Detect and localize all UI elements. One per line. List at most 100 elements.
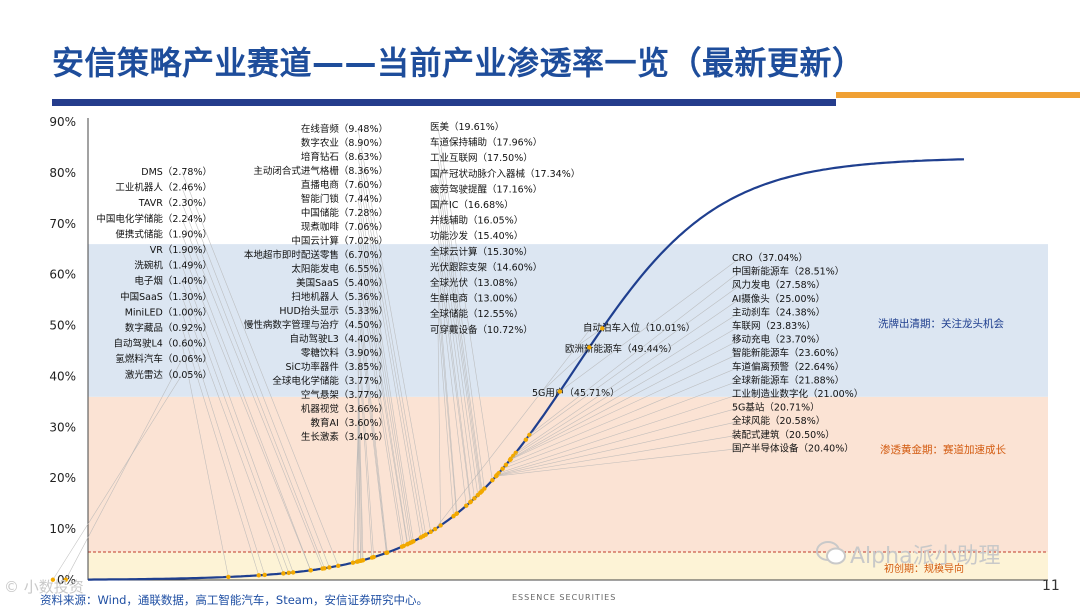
guide-line [437, 329, 441, 526]
guide-line [502, 380, 741, 469]
data-label: 车道保持辅助（17.96%） [430, 137, 542, 149]
guide-line [357, 394, 361, 561]
data-label: 直播电商（7.60%） [301, 179, 388, 191]
y-tick-label: 70% [49, 217, 76, 231]
data-label: 国产半导体设备（20.40%） [732, 442, 854, 454]
guide-line [181, 171, 339, 566]
guide-line [496, 448, 741, 477]
data-label: 零糖饮料（3.90%） [301, 347, 388, 359]
data-point [262, 572, 267, 578]
data-label: 空气悬架（3.77%） [301, 389, 388, 401]
zone-note: 初创期：规模导向 [884, 562, 964, 575]
guide-line [515, 298, 741, 454]
data-point [405, 542, 410, 547]
data-label: 车联网（23.83%） [732, 320, 816, 332]
guide-line [181, 296, 284, 574]
y-tick-label: 90% [49, 115, 76, 129]
data-label: 全球电化学储能（3.77%） [272, 375, 388, 387]
data-point [281, 571, 286, 576]
guide-line [513, 312, 741, 457]
guide-line [357, 352, 364, 561]
data-point [432, 526, 438, 532]
wechat-icon [816, 541, 846, 565]
data-label: 移动充电（23.70%） [732, 334, 825, 346]
data-label: 装配式建筑（20.50%） [732, 429, 835, 441]
data-label: 5G基站（20.71%） [732, 402, 820, 414]
data-point [451, 513, 456, 519]
y-tick-label: 50% [49, 319, 76, 333]
data-point [350, 560, 356, 565]
guide-line [437, 314, 454, 517]
zone-note: 渗透黄金期：赛道加速成长 [880, 443, 1006, 456]
data-point [557, 389, 563, 394]
data-point [286, 570, 291, 576]
guide-line [437, 142, 485, 489]
data-label: HUD抬头显示（5.33%） [279, 305, 388, 317]
guide-line [65, 359, 183, 580]
data-point [308, 568, 313, 573]
data-label: 疲劳驾驶提醒（17.16%） [430, 183, 542, 195]
guide-line [357, 282, 388, 553]
data-label: 激光雷达（0.05%） [125, 369, 212, 381]
slide-title: 安信策略产业赛道——当前产业渗透率一览（最新更新） [52, 44, 865, 82]
watermark-right-text: Alpha派小助理 [850, 544, 1001, 569]
data-point [226, 574, 231, 580]
data-label: 智能新能源车（23.60%） [732, 347, 844, 359]
zone-band-2 [88, 244, 1048, 397]
data-point [438, 523, 443, 528]
data-label: 并线辅助（16.05%） [430, 215, 523, 227]
data-label: 国产冠状动脉介入器械（17.34%） [430, 168, 580, 180]
data-point [63, 577, 68, 582]
guide-line [510, 339, 741, 460]
page-number: 11 [1042, 578, 1060, 594]
y-tick-label: 60% [49, 268, 76, 282]
y-tick-label: 20% [49, 471, 76, 485]
data-point [418, 535, 424, 540]
guide-line [437, 236, 472, 502]
data-label: 智能门锁（7.44%） [301, 193, 388, 205]
data-point [493, 473, 499, 479]
data-label: 主动刹车（24.38%） [732, 306, 825, 318]
guide-line [181, 312, 265, 576]
data-point [327, 565, 332, 570]
data-point [490, 478, 495, 483]
data-point [399, 544, 405, 549]
data-point [256, 573, 261, 578]
guide-line [529, 271, 741, 436]
data-label: 中国SaaS（1.30%） [120, 291, 212, 303]
guide-line [510, 325, 741, 459]
data-label: 光伏跟踪支架（14.60%） [430, 261, 542, 273]
data-label: MiniLED（1.00%） [125, 306, 212, 318]
data-label: 功能沙发（15.40%） [430, 230, 523, 242]
data-label: 生长激素（3.40%） [301, 431, 388, 443]
guide-line [181, 249, 311, 571]
data-point [527, 432, 532, 438]
title-underline-blue [52, 99, 836, 106]
data-label: DMS（2.78%） [141, 166, 212, 178]
guide-line [357, 338, 373, 558]
data-point [320, 566, 325, 571]
guide-line [437, 267, 467, 506]
data-label: SiC功率器件（3.85%） [286, 361, 388, 373]
guide-line [498, 393, 741, 474]
data-point [50, 577, 56, 582]
y-tick-label: 80% [49, 166, 76, 180]
data-label: 全球光伏（13.08%） [430, 277, 523, 289]
watermark-left: © 小数投资 [4, 578, 84, 596]
guide-line [539, 347, 590, 394]
guide-line [357, 184, 414, 542]
data-point [500, 466, 505, 471]
guide-line [357, 254, 404, 546]
guide-line [437, 282, 458, 514]
guide-line [357, 226, 409, 545]
guide-line [572, 328, 603, 350]
guide-line [181, 343, 229, 578]
data-label: 医美（19.61%） [430, 121, 504, 133]
guide-line [525, 284, 741, 440]
data-label: 美国SaaS（5.40%） [296, 277, 388, 289]
data-label: 自动驾驶L3（4.40%） [289, 333, 388, 345]
guide-line [437, 220, 475, 499]
guide-line [505, 366, 741, 466]
guide-line [181, 187, 330, 568]
